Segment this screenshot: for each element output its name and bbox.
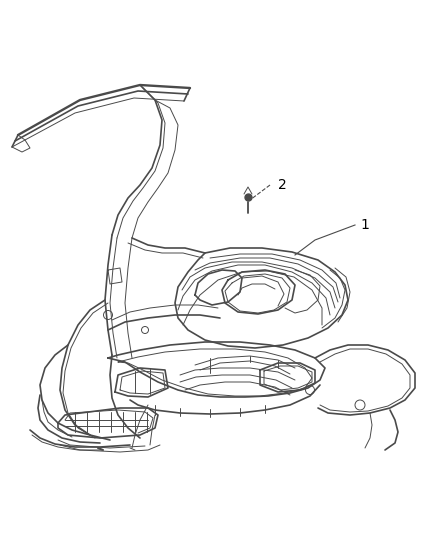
Text: 2: 2 — [278, 178, 287, 192]
Text: 1: 1 — [360, 218, 369, 232]
